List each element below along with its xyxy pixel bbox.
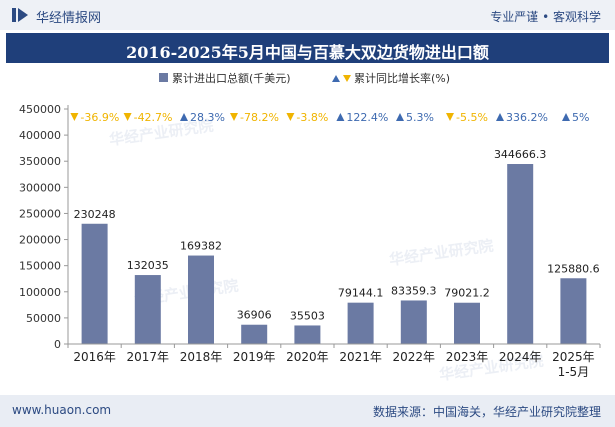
bar-value-label: 132035 bbox=[127, 259, 169, 272]
growth-rate-row: -36.9% -42.7% 28.3% -78.2% -3.8% 122.4% 5.3% -5… bbox=[70, 111, 589, 124]
y-axis: 0 50000 100000 150000 200000 250000 300000 3500… bbox=[19, 103, 69, 351]
tagline: 专业严谨 • 客观科学 bbox=[490, 10, 601, 24]
legend-down-arrow-icon bbox=[343, 75, 351, 82]
legend-label-total: 累计进出口总额(千美元) bbox=[172, 71, 291, 85]
legend-label-growth: 累计同比增长率(%) bbox=[354, 71, 450, 85]
bar-value-label: 79021.2 bbox=[444, 287, 490, 300]
brand-name: 华经情报网 bbox=[36, 11, 102, 26]
bar-value-label: 79144.1 bbox=[338, 287, 384, 300]
brand-logo-icon bbox=[12, 8, 28, 22]
title-bar: 2016-2025年5月中国与百慕大双边货物进出口额 bbox=[6, 33, 609, 63]
bar bbox=[241, 324, 268, 344]
y-tick-label: 300000 bbox=[19, 181, 61, 194]
growth-up-arrow-icon bbox=[396, 113, 404, 121]
footer: www.huaon.com 数据来源：中国海关，华经产业研究院整理 bbox=[0, 395, 615, 427]
bar-value-label: 83359.3 bbox=[391, 284, 437, 297]
growth-rate-label: 5.3% bbox=[406, 111, 434, 124]
x-tick-label: 2022年 bbox=[393, 350, 436, 364]
bar-value-label: 230248 bbox=[74, 208, 116, 221]
growth-down-arrow-icon bbox=[70, 113, 79, 121]
legend: 累计进出口总额(千美元) 累计同比增长率(%) bbox=[159, 71, 450, 85]
y-tick-label: 400000 bbox=[19, 129, 61, 142]
bar-value-label: 35503 bbox=[290, 309, 325, 322]
y-tick-label: 250000 bbox=[19, 207, 61, 220]
watermark-text: 华经产业研究院 bbox=[388, 237, 494, 269]
y-tick-label: 100000 bbox=[19, 286, 61, 299]
growth-rate-label: -5.5% bbox=[456, 111, 488, 124]
bar-value-label: 125880.6 bbox=[547, 262, 600, 275]
growth-down-arrow-icon bbox=[230, 113, 238, 121]
growth-down-arrow-icon bbox=[446, 113, 454, 121]
bar bbox=[560, 278, 587, 344]
legend-bar-swatch bbox=[159, 73, 168, 82]
growth-up-arrow-icon bbox=[336, 113, 345, 121]
y-tick-label: 200000 bbox=[19, 234, 61, 247]
growth-rate-label: 5% bbox=[572, 111, 589, 124]
top-bar: 华经情报网 专业严谨 • 客观科学 bbox=[0, 0, 615, 30]
x-tick-label: 2025年 1-5月 bbox=[552, 350, 595, 379]
y-tick-label: 150000 bbox=[19, 260, 61, 273]
growth-rate-label: 122.4% bbox=[346, 111, 388, 124]
growth-rate-label: 336.2% bbox=[506, 111, 548, 124]
growth-rate-label: -3.8% bbox=[296, 111, 328, 124]
growth-rate-label: -36.9% bbox=[80, 111, 119, 124]
bar bbox=[81, 223, 108, 344]
bar-value-label: 344666.3 bbox=[494, 148, 547, 161]
growth-rate-label: -78.2% bbox=[240, 111, 279, 124]
legend-up-arrow-icon bbox=[332, 75, 340, 82]
bar bbox=[347, 302, 374, 344]
growth-down-arrow-icon bbox=[123, 113, 132, 121]
growth-up-arrow-icon bbox=[496, 113, 504, 121]
website-link[interactable]: www.huaon.com bbox=[12, 403, 112, 417]
data-source: 数据来源：中国海关，华经产业研究院整理 bbox=[372, 405, 601, 419]
y-tick-label: 0 bbox=[54, 338, 61, 351]
y-tick-label: 50000 bbox=[26, 312, 61, 325]
x-tick-label: 2017年 bbox=[127, 350, 170, 364]
y-tick-label: 450000 bbox=[19, 103, 61, 116]
x-axis: 2016年 2017年 2018年 2019年 2020年 2021年 2022年 2023年… bbox=[67, 343, 601, 379]
bar-value-label: 169382 bbox=[180, 240, 222, 253]
bars: 230248 132035 169382 36906 35503 79144.1 83359… bbox=[74, 148, 600, 344]
growth-up-arrow-icon bbox=[562, 113, 570, 121]
growth-rate-label: -42.7% bbox=[134, 111, 173, 124]
chart-title: 2016-2025年5月中国与百慕大双边货物进出口额 bbox=[126, 43, 489, 62]
x-tick-label: 2021年 bbox=[339, 350, 382, 364]
x-tick-label: 2018年 bbox=[180, 350, 223, 364]
x-tick-label: 2019年 bbox=[233, 350, 276, 364]
bar bbox=[400, 300, 427, 344]
bar bbox=[507, 164, 534, 344]
growth-down-arrow-icon bbox=[286, 113, 295, 121]
bar bbox=[188, 255, 214, 344]
bar bbox=[134, 275, 161, 344]
bar-value-label: 36906 bbox=[237, 309, 272, 322]
y-tick-label: 350000 bbox=[19, 155, 61, 168]
x-tick-label: 2020年 bbox=[286, 350, 329, 364]
x-tick-label: 2024年 bbox=[499, 350, 542, 364]
x-tick-label: 2016年 bbox=[73, 350, 116, 364]
growth-up-arrow-icon bbox=[180, 113, 188, 121]
x-tick-label: 2023年 bbox=[446, 350, 489, 364]
bar bbox=[454, 302, 480, 344]
growth-rate-label: 28.3% bbox=[190, 111, 225, 124]
bar bbox=[294, 325, 321, 344]
